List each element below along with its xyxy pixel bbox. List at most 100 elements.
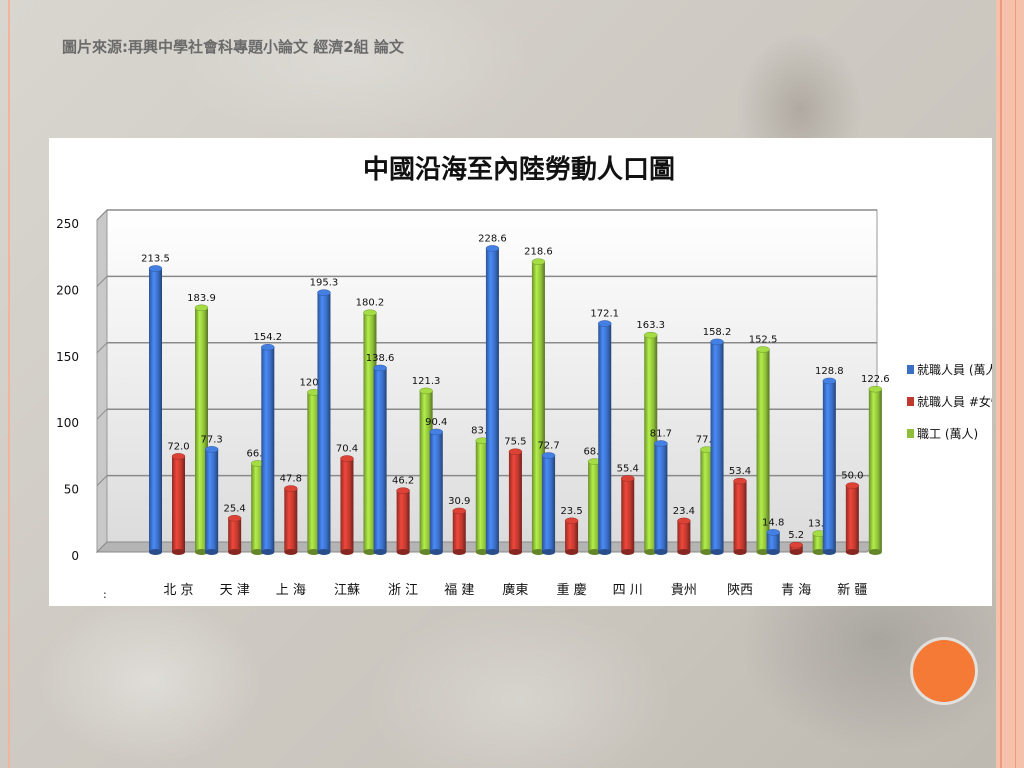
bar-top [261, 343, 275, 351]
category-label: 陝西 [727, 582, 753, 598]
bar-0 [822, 377, 837, 555]
bar-0 [485, 245, 500, 555]
data-label: 5.2 [788, 530, 804, 541]
bar-body [452, 510, 466, 552]
bar-bottom [733, 549, 747, 555]
bar-bottom [172, 549, 185, 555]
bar-top [822, 377, 837, 385]
bar-1 [284, 485, 298, 555]
legend-swatch [907, 365, 914, 374]
left-edge-line [8, 0, 10, 768]
gridline [96, 408, 108, 420]
bar-bottom [485, 549, 499, 555]
bar-2 [307, 389, 321, 555]
legend-entry: 就職人員 (萬人) [917, 363, 992, 377]
bar-bottom [396, 549, 410, 555]
data-label: 152.5 [749, 334, 778, 345]
bar-body [868, 389, 882, 552]
category-label: 北 京 [163, 583, 193, 598]
chart-side-wall [96, 208, 108, 554]
bar-2 [812, 530, 826, 555]
bar-body [396, 490, 410, 552]
data-label: 172.1 [590, 308, 619, 319]
data-label: 77.3 [201, 434, 223, 445]
data-label: 14.8 [762, 517, 784, 528]
data-label: 23.4 [673, 506, 695, 517]
bar-top [363, 309, 377, 316]
bar-bottom [261, 549, 275, 555]
bar-body [733, 481, 747, 552]
bar-top [452, 507, 467, 515]
bar-body [621, 478, 635, 552]
bar-top [194, 304, 209, 312]
bar-body [677, 520, 691, 552]
bar-2 [250, 460, 265, 555]
category-label: 重 慶 [557, 582, 587, 598]
data-label: 120.2 [299, 377, 328, 388]
image-source-caption: 圖片來源:再興中學社會科專題小論文 經濟2組 論文 [62, 38, 404, 56]
data-label: 90.4 [425, 417, 447, 428]
gridline [96, 342, 108, 354]
bar-bottom [756, 549, 770, 555]
data-label: 128.8 [815, 366, 844, 377]
bar-body [598, 323, 612, 552]
bar-bottom [531, 549, 545, 555]
bar-body [261, 347, 275, 552]
bar-body [307, 392, 321, 552]
bar-2 [868, 385, 883, 555]
data-label: 72.7 [537, 440, 559, 451]
bar-body [812, 533, 826, 552]
chart-title: 中國沿海至內陸勞動人口圖 [363, 155, 675, 185]
bar-bottom [149, 549, 162, 555]
data-label: 46.2 [392, 476, 414, 487]
bar-top [845, 482, 860, 489]
bar-bottom [677, 549, 691, 555]
data-label: 83.8 [471, 426, 493, 437]
bar-body [195, 307, 208, 552]
bar-bottom [565, 549, 579, 555]
bar-2 [643, 331, 658, 555]
data-label: 122.6 [861, 374, 890, 385]
bar-0 [597, 320, 612, 555]
bar-top [396, 487, 410, 494]
bar-top [643, 331, 658, 339]
bar-top [419, 387, 433, 395]
bar-top [317, 289, 331, 296]
data-label: 13.9 [808, 519, 830, 530]
bar-0 [317, 289, 331, 555]
bar-top [508, 448, 523, 455]
bar-bottom [419, 549, 433, 555]
category-label: 新 疆 [837, 582, 867, 598]
bar-top [204, 446, 219, 453]
y-tick-label: 150 [56, 350, 79, 364]
bar-bottom [307, 549, 321, 555]
orange-circle-button[interactable] [913, 640, 975, 702]
bar-top [429, 428, 444, 436]
bar-body [654, 443, 668, 552]
y-tick-label: 50 [64, 483, 79, 497]
bar-top [564, 517, 579, 525]
bar-bottom [812, 549, 826, 555]
data-label: 195.3 [310, 278, 339, 289]
bar-top [227, 515, 242, 522]
bar-bottom [251, 549, 265, 555]
data-label: 55.4 [617, 463, 639, 474]
data-label: 154.2 [253, 332, 282, 343]
data-label: 138.6 [366, 353, 395, 364]
bar-bottom [228, 549, 242, 555]
bar-1 [340, 455, 354, 555]
bar-bottom [621, 549, 635, 555]
category-label: 廣東 [502, 582, 528, 598]
bar-bottom [317, 549, 331, 555]
bar-top [654, 440, 668, 447]
bar-1 [171, 453, 186, 555]
legend-entry: 職工 (萬人) [917, 427, 978, 441]
bar-2 [531, 258, 546, 555]
data-label: 66.7 [247, 448, 269, 459]
data-label: 75.5 [504, 437, 526, 448]
bar-top [766, 529, 780, 536]
y-tick-label: 0 [71, 549, 79, 563]
bar-bottom [845, 549, 859, 555]
bar-top [340, 455, 354, 462]
bar-0 [373, 364, 387, 555]
